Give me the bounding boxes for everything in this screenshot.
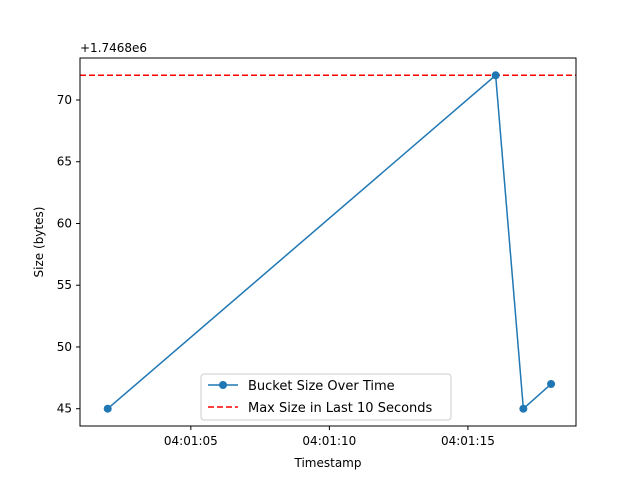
y-tick-label: 50 — [57, 340, 72, 354]
series-line — [107, 73, 552, 411]
y-tick-label: 70 — [57, 93, 72, 107]
y-tick-label: 55 — [57, 278, 72, 292]
y-axis-title: Size (bytes) — [32, 207, 46, 278]
data-point — [547, 380, 556, 389]
y-tick-label: 60 — [57, 216, 72, 230]
y-tick-label: 45 — [57, 402, 72, 416]
data-point — [519, 404, 528, 413]
x-axis-title: Timestamp — [294, 456, 362, 470]
y-offset-label: +1.7468e6 — [80, 41, 147, 55]
data-point — [491, 71, 500, 80]
y-tick-label: 65 — [57, 155, 72, 169]
data-point — [103, 404, 112, 413]
axes-frame — [79, 57, 577, 427]
x-tick-label: 04:01:10 — [302, 434, 356, 448]
legend-series-label: Bucket Size Over Time — [248, 379, 395, 394]
x-axis: 04:01:05 04:01:10 04:01:15 — [164, 426, 495, 448]
y-axis: 45 50 55 60 65 70 — [57, 93, 80, 416]
legend-box — [200, 373, 452, 421]
legend: Bucket Size Over Time Max Size in Last 1… — [200, 373, 452, 421]
x-tick-label: 04:01:05 — [164, 434, 218, 448]
plot-area — [80, 71, 576, 413]
legend-series-marker — [219, 381, 227, 389]
legend-reference-label: Max Size in Last 10 Seconds — [248, 401, 433, 416]
x-tick-label: 04:01:15 — [441, 434, 495, 448]
